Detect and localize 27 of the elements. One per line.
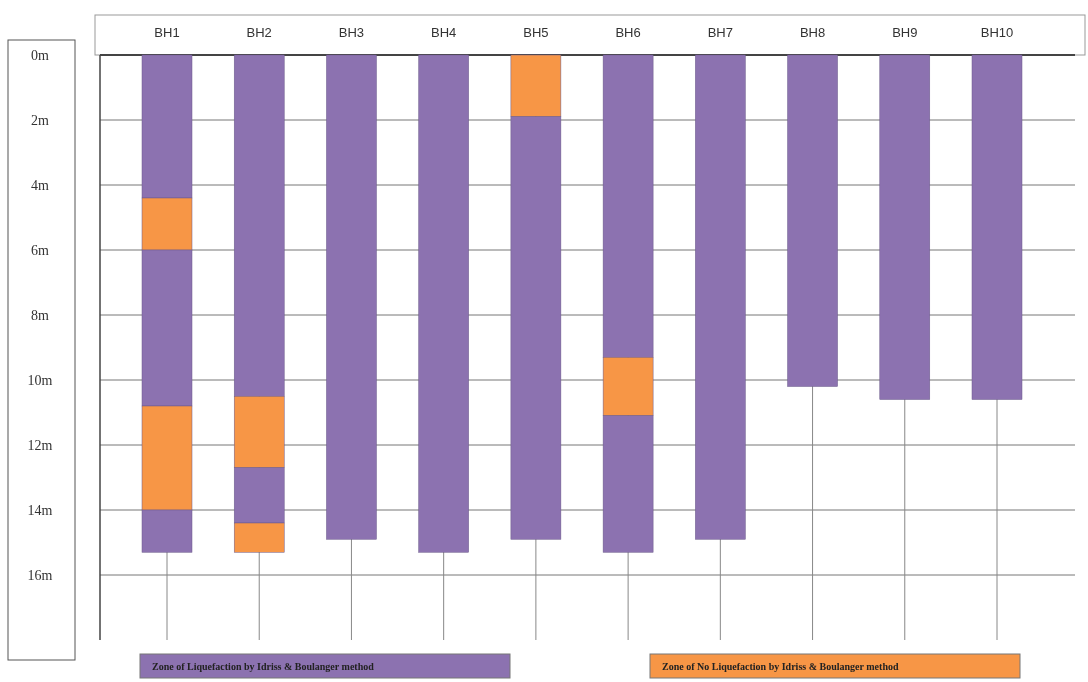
bar xyxy=(695,54,746,540)
bar xyxy=(418,54,469,553)
bar xyxy=(879,54,931,400)
x-tick-label: BH1 xyxy=(154,25,180,40)
bar xyxy=(787,54,838,387)
x-tick-label: BH9 xyxy=(892,25,918,40)
x-tick-label: BH4 xyxy=(431,25,457,40)
bar xyxy=(326,54,377,540)
y-tick-label: 10m xyxy=(27,373,53,388)
y-tick-label: 8m xyxy=(31,308,50,323)
x-tick-label: BH3 xyxy=(338,25,365,40)
x-tick-label: BH7 xyxy=(707,25,733,40)
y-tick-label: 2m xyxy=(31,113,50,128)
x-tick-label: BH2 xyxy=(246,25,272,40)
y-tick-label: 0m xyxy=(31,48,50,63)
x-tick-label: BH6 xyxy=(615,25,641,40)
y-tick-label: 14m xyxy=(27,503,53,518)
y-tick-label: 4m xyxy=(31,178,50,193)
x-tick-label: BH10 xyxy=(980,25,1014,40)
x-tick-label: BH5 xyxy=(523,25,549,40)
bar xyxy=(971,54,1023,400)
x-tick-label: BH8 xyxy=(799,25,826,40)
text: Zone of No Liquefaction by Idriss & Boulanger method xyxy=(662,661,899,672)
y-tick-label: 12m xyxy=(27,438,53,453)
y-tick-label: 16m xyxy=(27,568,53,583)
y-tick-label: 6m xyxy=(31,243,50,258)
text: Zone of Liquefaction by Idriss & Boulanger method xyxy=(152,661,375,672)
